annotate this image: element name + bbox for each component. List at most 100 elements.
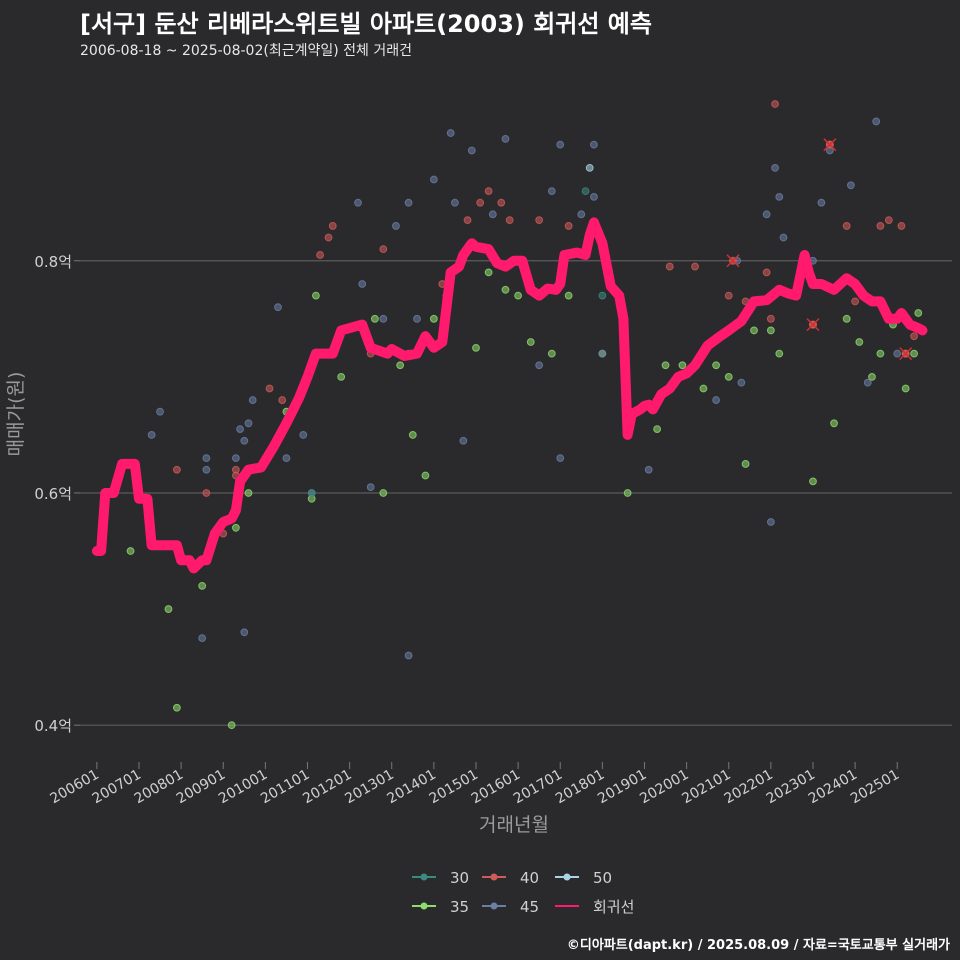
data-point-35: [370, 314, 379, 323]
y-axis-ticks: 0.4억 0.6억 0.8억: [34, 253, 80, 735]
data-point-35: [809, 477, 817, 486]
data-point-40: [724, 291, 733, 300]
data-point-45: [282, 454, 291, 463]
data-point-35: [514, 291, 523, 300]
data-point-35: [830, 419, 838, 428]
data-point-35: [312, 291, 320, 300]
data-point-45: [198, 634, 207, 642]
legend-swatch-dot-35: [420, 902, 428, 910]
data-point-45: [404, 198, 413, 207]
data-point-45: [817, 198, 826, 207]
data-point-40: [851, 297, 860, 306]
outlier-cross: [806, 318, 820, 332]
data-point-35: [484, 268, 493, 277]
data-point-45: [556, 454, 565, 463]
chart-title: [서구] 둔산 리베라스위트빌 아파트(2003) 회귀선 예측: [80, 10, 652, 38]
data-point-45: [392, 222, 400, 230]
data-point-45: [488, 210, 497, 219]
data-point-45: [156, 407, 164, 416]
data-point-35: [699, 384, 708, 393]
legend-label-reg: 회귀선: [593, 898, 634, 916]
data-point-45: [846, 181, 855, 190]
y-tick-label: 0.8억: [34, 253, 72, 271]
data-point-35: [564, 291, 573, 300]
data-point-40: [897, 222, 906, 230]
legend-swatch-dot-30: [420, 873, 428, 881]
data-point-40: [379, 245, 388, 254]
data-point-40: [324, 233, 333, 242]
data-point-45: [771, 163, 779, 172]
data-point-40: [316, 251, 325, 259]
data-point-35: [501, 285, 510, 294]
data-point-45: [775, 193, 784, 201]
data-point-35: [653, 425, 662, 434]
data-point-45: [404, 651, 413, 660]
data-point-35: [750, 326, 758, 335]
legend-swatch-dot-40: [490, 873, 498, 881]
data-point-40: [842, 222, 851, 230]
data-point-35: [855, 338, 864, 346]
data-point-45: [501, 134, 510, 143]
data-point-35: [396, 361, 405, 370]
data-point-45: [446, 129, 455, 137]
data-point-35: [379, 489, 388, 497]
data-point-35: [126, 547, 135, 555]
data-point-45: [147, 431, 156, 439]
grid-layer: [80, 260, 952, 726]
data-point-35: [678, 361, 687, 370]
data-point-35: [337, 372, 346, 381]
data-point-40: [762, 268, 771, 277]
data-point-40: [691, 262, 699, 271]
data-point-45: [240, 628, 249, 637]
data-point-45: [590, 193, 598, 201]
data-point-45: [358, 280, 367, 288]
data-point-35: [766, 326, 775, 335]
data-point-45: [248, 396, 257, 404]
legend: 30 40 50 35 45 회귀선: [412, 869, 634, 916]
outlier-markers: [726, 138, 913, 361]
data-point-35: [775, 349, 784, 358]
data-point-40: [771, 100, 779, 108]
data-point-45: [299, 431, 308, 439]
data-point-35: [741, 460, 750, 468]
data-point-45: [231, 454, 240, 463]
regression-line: [91, 217, 928, 574]
data-point-35: [712, 361, 720, 370]
data-point-30: [307, 489, 316, 497]
data-point-35: [172, 703, 181, 712]
data-point-45: [893, 349, 902, 358]
data-point-35: [901, 384, 910, 393]
data-point-35: [244, 489, 253, 497]
legend-label-50: 50: [593, 869, 612, 887]
y-axis-label: 매매가(원): [5, 372, 27, 457]
data-point-40: [328, 222, 337, 230]
data-point-35: [868, 372, 876, 381]
x-axis-label: 거래년월: [479, 814, 549, 836]
legend-swatch-dot-45: [490, 902, 498, 910]
chart-subtitle: 2006-08-18 ~ 2025-08-02(최근계약일) 전체 거래건: [80, 43, 412, 59]
data-point-45: [202, 454, 211, 463]
data-point-35: [526, 338, 535, 346]
data-point-35: [164, 605, 173, 613]
x-tick-label: 202501: [848, 767, 902, 808]
legend-swatch-dot-50: [563, 873, 571, 881]
data-point-45: [872, 117, 881, 126]
data-point-45: [598, 349, 607, 358]
regression-line-layer: [91, 217, 928, 574]
data-point-35: [408, 431, 417, 439]
data-point-45: [451, 198, 459, 207]
data-point-35: [472, 343, 480, 352]
data-point-45: [766, 518, 775, 526]
data-point-40: [463, 216, 472, 225]
data-point-45: [762, 210, 771, 219]
data-point-45: [429, 175, 438, 184]
outlier-cross: [899, 347, 913, 361]
data-point-35: [429, 314, 438, 323]
data-point-40: [202, 489, 211, 497]
data-point-45: [737, 378, 746, 387]
data-point-30: [581, 187, 590, 196]
data-point-45: [467, 146, 476, 155]
y-tick-label: 0.6억: [34, 485, 72, 503]
data-point-45: [379, 314, 388, 323]
data-point-40: [564, 222, 573, 230]
